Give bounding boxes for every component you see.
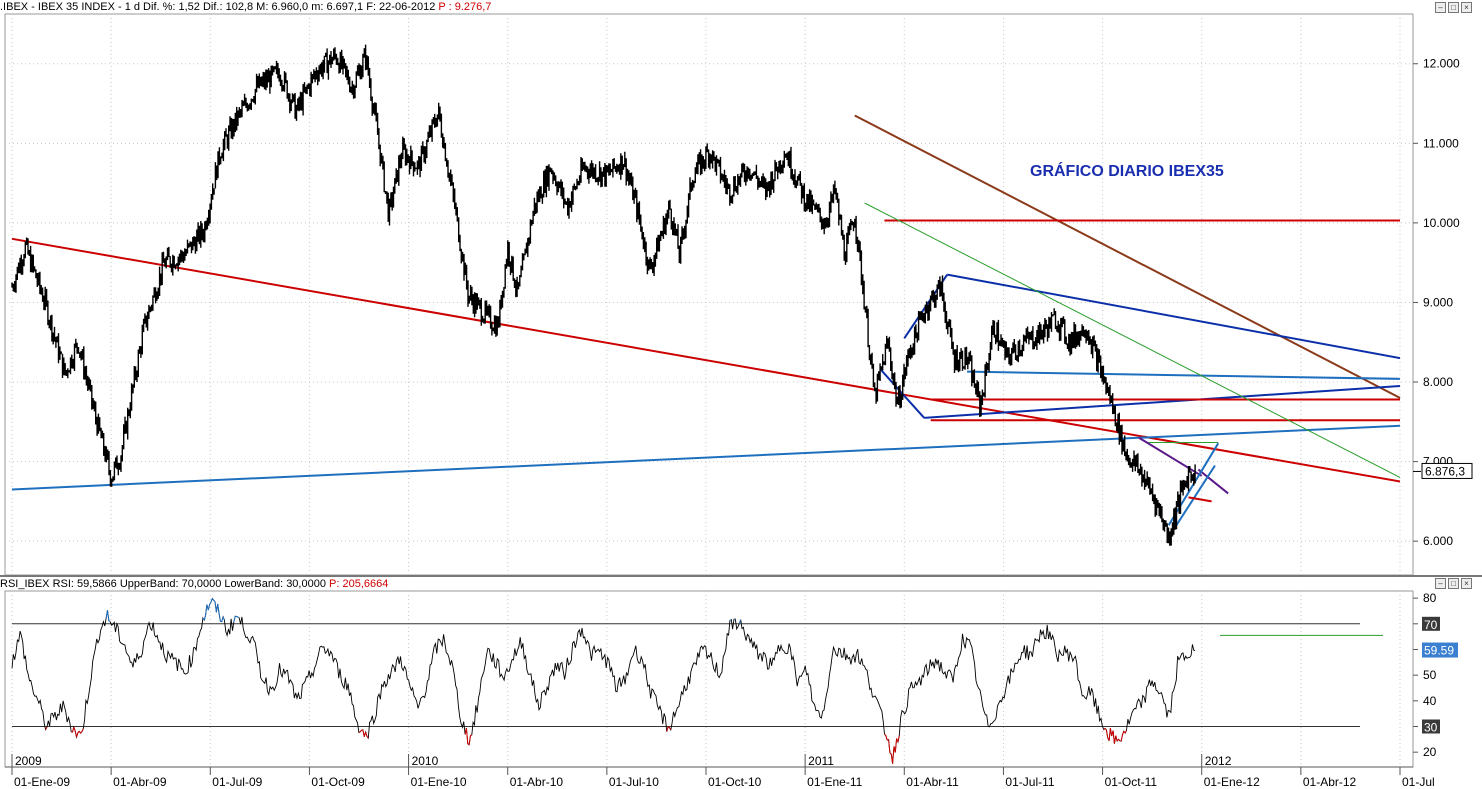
x-tick-label: 01-Abr-11 — [906, 775, 959, 789]
rsi-chart-header-p: P: 205,6664 — [329, 578, 389, 590]
price-series — [11, 44, 1421, 546]
trendline — [11, 237, 1401, 483]
x-tick-label: 01-Jul-10 — [609, 775, 659, 789]
trendline — [967, 370, 1401, 380]
trendline — [864, 202, 1401, 478]
x-tick-label: 01-Abr-12 — [1303, 775, 1357, 789]
trendline-annotations — [11, 114, 1401, 538]
maximize-button[interactable]: □ — [1448, 2, 1459, 13]
rsi-line — [11, 597, 1196, 764]
trendline — [947, 273, 1401, 360]
trendline — [854, 114, 1401, 399]
main-chart-header: .IBEX - IBEX 35 INDEX - 1 d Dif. %: 1,52… — [0, 0, 491, 14]
x-axis: 01-Ene-09 01-Abr-09 01-Jul-09 01-Oct-09 01-E… — [11, 754, 1435, 789]
chart-title: GRÁFICO DIARIO IBEX35 — [1030, 161, 1224, 180]
rsi-series — [11, 597, 1196, 764]
x-tick-label: 01-Ene-10 — [411, 775, 467, 789]
year-label: 2010 — [412, 754, 439, 768]
x-tick-label: 01-Ene-09 — [14, 775, 70, 789]
rsi-chart-header: RSI_IBEX RSI: 59,5866 UpperBand: 70,0000… — [0, 577, 388, 591]
rsi-maximize-button[interactable]: □ — [1448, 578, 1459, 589]
year-label: 2009 — [15, 754, 42, 768]
last-price-marker: 6.876,3 — [1421, 462, 1473, 479]
main-chart-header-text: .IBEX - IBEX 35 INDEX - 1 d Dif. %: 1,52… — [0, 1, 436, 13]
rsi-tick-label: 40 — [1423, 694, 1437, 708]
minimize-button[interactable]: – — [1435, 2, 1446, 13]
price-tick-label: 10.000 — [1423, 216, 1460, 230]
rsi-minimize-button[interactable]: – — [1435, 578, 1446, 589]
rsi-oversold-segments — [45, 726, 1127, 764]
price-bars — [11, 44, 1196, 546]
x-tick-label: 01-Ene-11 — [807, 775, 862, 789]
rsi-overbought-segments — [105, 598, 742, 624]
rsi-chart-header-text: RSI_IBEX RSI: 59,5866 UpperBand: 70,0000… — [0, 578, 326, 590]
x-tick-label: 01-Oct-10 — [708, 775, 762, 789]
year-label: 2012 — [1205, 754, 1232, 768]
price-tick-label: 12.000 — [1423, 57, 1460, 71]
x-tick-label: 01-Oct-11 — [1105, 775, 1158, 789]
x-tick-label: 01-Jul-11 — [1005, 775, 1054, 789]
close-button[interactable]: × — [1461, 2, 1472, 13]
rsi-band-markers: 70 30 — [1422, 616, 1440, 734]
main-window-controls: – □ × — [1435, 2, 1472, 14]
price-tick-label: 6.000 — [1423, 534, 1453, 548]
rsi-close-button[interactable]: × — [1461, 578, 1472, 589]
last-price-label: 6.876,3 — [1425, 464, 1465, 478]
price-tick-label: 8.000 — [1423, 375, 1453, 389]
trendline — [1188, 496, 1212, 503]
trendline — [11, 424, 1401, 491]
x-tick-label: 01-Oct-09 — [311, 775, 365, 789]
rsi-last-value-marker: 59.59 — [1422, 642, 1458, 658]
rsi-lower-band-label: 30 — [1424, 720, 1438, 734]
main-chart-header-p: P : 9.276,7 — [438, 1, 492, 13]
trendline — [1197, 468, 1229, 495]
rsi-upper-band-label: 70 — [1424, 618, 1438, 632]
price-tick-label: 11.000 — [1423, 136, 1459, 150]
rsi-last-value-label: 59.59 — [1424, 644, 1454, 658]
rsi-grid: 80 50 40 20 — [12, 591, 1437, 759]
x-tick-label: 01-Abr-10 — [510, 775, 564, 789]
rsi-tick-label: 50 — [1423, 668, 1437, 682]
x-tick-label: 01-Jul — [1402, 775, 1435, 789]
rsi-tick-label: 20 — [1423, 745, 1437, 759]
year-label: 2011 — [808, 754, 834, 768]
trendline — [1138, 436, 1203, 477]
x-tick-label: 01-Jul-09 — [212, 775, 262, 789]
rsi-tick-label: 80 — [1423, 591, 1437, 605]
trendline — [924, 385, 1401, 419]
rsi-window-controls: – □ × — [1435, 578, 1472, 590]
x-tick-label: 01-Ene-12 — [1204, 775, 1260, 789]
x-tick-label: 01-Abr-09 — [113, 775, 167, 789]
price-tick-label: 9.000 — [1423, 295, 1453, 309]
